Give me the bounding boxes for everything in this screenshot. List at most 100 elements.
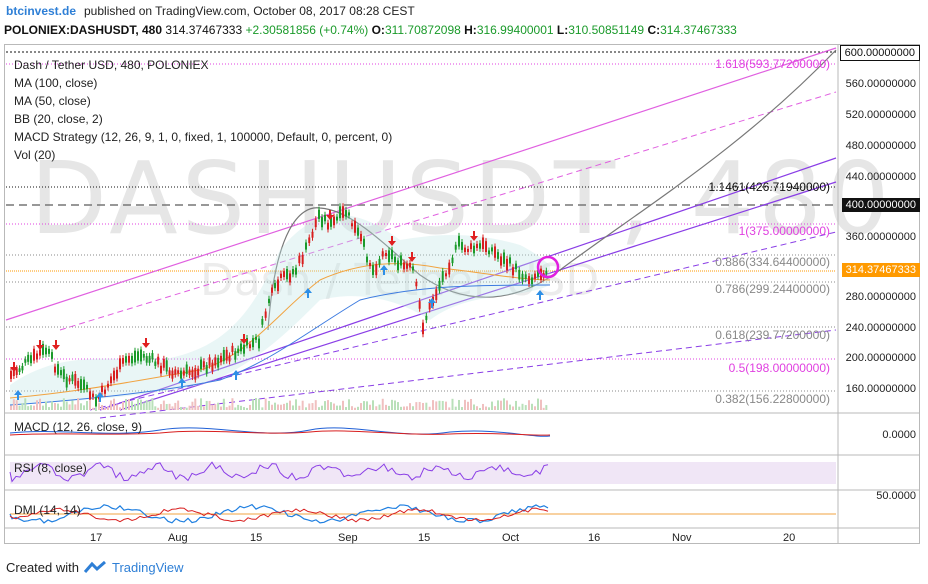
- volume-bar: [271, 404, 273, 410]
- chart-frame[interactable]: [4, 44, 920, 544]
- volume-bar: [409, 403, 411, 410]
- legend-volume[interactable]: Vol (20): [14, 148, 56, 162]
- high-value: 316.99400001: [476, 23, 554, 37]
- volume-bar: [375, 406, 378, 410]
- dmi-pane-label[interactable]: DMI (14, 14): [14, 503, 81, 517]
- buy-arrow-icon: [380, 265, 388, 275]
- volume-bar: [542, 407, 545, 410]
- legend-symbol[interactable]: Dash / Tether USD, 480, POLONIEX: [14, 58, 209, 72]
- macd-pane-label[interactable]: MACD (12, 26, close, 9): [14, 420, 143, 434]
- time-tick: Nov: [672, 532, 692, 544]
- volume-bar: [180, 406, 182, 410]
- volume-bar: [534, 406, 536, 410]
- volume-bar: [122, 401, 124, 410]
- volume-bar: [509, 404, 511, 410]
- volume-bar: [378, 404, 381, 410]
- volume-bar: [435, 401, 438, 410]
- volume-bar: [148, 400, 151, 410]
- volume-bar: [397, 402, 399, 410]
- signal-circle: [536, 255, 560, 279]
- time-tick: 16: [588, 532, 601, 544]
- macd-axis-value: 0.0000: [882, 429, 916, 441]
- sell-arrow-icon: [10, 362, 18, 372]
- publish-header: btcinvest.de published on TradingView.co…: [0, 0, 928, 22]
- dmi-minus-line: [9, 507, 549, 523]
- volume-bar: [388, 405, 390, 410]
- volume-bar: [451, 398, 454, 410]
- volume-bar: [191, 401, 194, 410]
- volume-bar: [220, 406, 222, 410]
- sell-arrow-icon: [142, 338, 150, 348]
- volume-bar: [458, 399, 460, 410]
- price-tick: 480.00000000: [845, 140, 916, 152]
- volume-bars: [10, 398, 548, 410]
- volume-bar: [165, 404, 168, 410]
- volume-bar: [225, 407, 228, 410]
- buy-arrow-icon: [14, 390, 22, 400]
- volume-bar: [140, 399, 142, 410]
- legend-bb[interactable]: BB (20, close, 2): [14, 112, 103, 126]
- volume-bar: [243, 407, 245, 410]
- volume-bar: [351, 406, 353, 410]
- volume-bar: [160, 404, 162, 410]
- price-tick: 560.00000000: [845, 78, 916, 90]
- volume-bar: [101, 405, 103, 410]
- fib-label-0382: 0.382(156.22800000): [715, 392, 830, 406]
- volume-bar: [506, 400, 508, 410]
- time-tick: Oct: [502, 532, 520, 544]
- volume-bar: [194, 398, 197, 410]
- volume-bar: [324, 401, 326, 410]
- legend-ma100[interactable]: MA (100, close): [14, 76, 98, 90]
- volume-bar: [473, 404, 475, 410]
- site-link[interactable]: btcinvest.de: [6, 4, 77, 18]
- volume-bar: [280, 404, 282, 410]
- volume-bar: [515, 400, 517, 410]
- volume-bar: [360, 403, 362, 410]
- volume-bar: [305, 407, 307, 410]
- footer-brand[interactable]: TradingView: [112, 560, 184, 575]
- volume-bar: [45, 401, 47, 410]
- volume-bar: [54, 403, 56, 410]
- volume-bar: [134, 403, 136, 410]
- low-value: 310.50851149: [568, 23, 645, 37]
- volume-bar: [333, 403, 335, 410]
- buy-arrow-icon: [536, 290, 544, 300]
- volume-bar: [311, 403, 314, 410]
- volume-bar: [545, 405, 548, 410]
- rsi-band: [10, 462, 836, 484]
- volume-bar: [65, 401, 68, 410]
- price-box-400: 400.00000000: [841, 198, 920, 212]
- high-label: H:: [464, 23, 477, 37]
- volume-bar: [57, 403, 59, 410]
- rsi-pane-label[interactable]: RSI (8, close): [14, 461, 87, 475]
- volume-bar: [467, 401, 469, 410]
- sell-arrow-icon: [36, 340, 44, 350]
- legend-ma50[interactable]: MA (50, close): [14, 94, 91, 108]
- symbol-label: POLONIEX:DASHUSDT, 480: [4, 23, 163, 37]
- volume-bar: [301, 400, 304, 410]
- volume-bar: [237, 404, 240, 410]
- volume-bar: [231, 398, 234, 410]
- volume-bar: [228, 405, 231, 410]
- volume-bar: [345, 407, 347, 410]
- volume-bar: [200, 398, 202, 410]
- volume-bar: [60, 406, 62, 410]
- tradingview-logo-icon: [83, 560, 106, 573]
- buy-arrow-icon: [428, 298, 436, 308]
- volume-bar: [518, 406, 521, 410]
- volume-bar: [107, 406, 109, 410]
- volume-bar: [277, 404, 279, 410]
- volume-bar: [95, 406, 97, 410]
- volume-bar: [51, 401, 53, 410]
- legend-macd-strategy[interactable]: MACD Strategy (12, 26, 9, 1, 0, fixed, 1…: [14, 130, 393, 144]
- volume-bar: [234, 407, 237, 410]
- volume-bar: [274, 402, 276, 410]
- volume-bar: [154, 406, 157, 410]
- volume-bar: [292, 405, 294, 410]
- volume-bar: [537, 398, 539, 410]
- price-tick: 520.00000000: [845, 109, 916, 121]
- volume-bar: [348, 399, 350, 410]
- volume-bar: [131, 401, 133, 410]
- volume-bar: [98, 403, 100, 410]
